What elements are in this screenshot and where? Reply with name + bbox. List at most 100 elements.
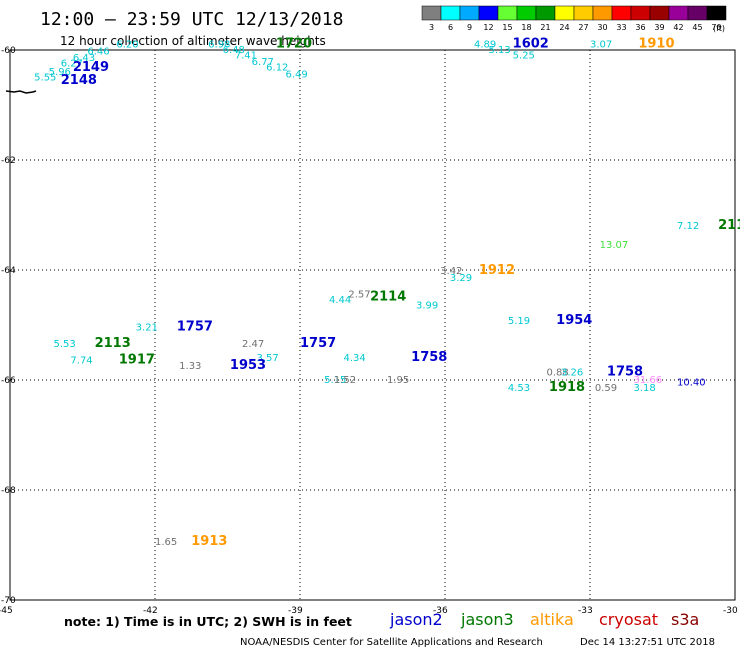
wave-height-value: 0.59 — [595, 383, 617, 394]
colorbar-label: 30 — [597, 23, 607, 32]
wave-height-value: 6.43 — [73, 53, 95, 64]
pass-time-label: 1953 — [230, 358, 266, 373]
wave-height-value: 6.27 — [61, 59, 83, 70]
wave-height-value: 1.95 — [387, 375, 409, 386]
colorbar-bin — [440, 5, 461, 21]
wave-height-value: 2.57 — [348, 290, 370, 301]
wave-height-value: 31.66 — [634, 375, 663, 386]
wave-height-value: 5.15 — [324, 375, 346, 386]
wave-height-value: 4.34 — [344, 353, 366, 364]
colorbar-label: 45 — [692, 23, 702, 32]
pass-time-label: 1757 — [300, 336, 336, 351]
pass-time-label: 1758 — [411, 350, 447, 365]
wave-height-value: 3.29 — [450, 273, 472, 284]
colorbar-label: 9 — [467, 23, 472, 32]
footer-note: note: 1) Time is in UTC; 2) SWH is in fe… — [64, 614, 352, 629]
colorbar-bin — [592, 5, 613, 21]
wave-height-value: 5.25 — [513, 50, 535, 61]
colorbar-label: 27 — [578, 23, 588, 32]
colorbar-label: 21 — [540, 23, 550, 32]
plot-frame — [9, 49, 736, 601]
colorbar-bin — [554, 5, 575, 21]
wave-height-value: 4.53 — [508, 383, 530, 394]
pass-time-label: 1913 — [191, 534, 227, 549]
wave-height-value: 3.07 — [590, 39, 612, 50]
map-title: 12:00 – 23:59 UTC 12/13/2018 — [40, 9, 343, 30]
colorbar-bin — [516, 5, 537, 21]
lon-tick-label: -30 — [723, 606, 738, 616]
lon-tick-label: -39 — [288, 606, 303, 616]
wave-height-value: 4.44 — [329, 295, 351, 306]
pass-time-label: 1910 — [638, 36, 674, 51]
footer-credit: NOAA/NESDIS Center for Satellite Applica… — [240, 637, 543, 648]
wave-height-value: 5.19 — [508, 316, 530, 327]
colorbar-bin — [497, 5, 518, 21]
colorbar-bin — [478, 5, 499, 21]
legend-altika: altika — [530, 610, 574, 629]
colorbar-label: 36 — [635, 23, 645, 32]
lat-tick-label: -70 — [1, 596, 16, 606]
pass-time-label: 2148 — [61, 73, 97, 88]
wave-height-value: 10.40 — [677, 378, 706, 389]
footer-timestamp: Dec 14 13:27:51 UTC 2018 — [580, 637, 715, 648]
wave-height-value: 6.12 — [266, 62, 288, 73]
colorbar-label: 33 — [616, 23, 626, 32]
lat-tick-label: -68 — [1, 486, 16, 496]
wave-height-value: 7.74 — [70, 356, 92, 367]
wave-height-value: 6.48 — [223, 45, 245, 56]
pass-time-label: 1918 — [549, 380, 585, 395]
pass-time-label: 2113 — [95, 336, 131, 351]
colorbar-label: 70 — [711, 23, 721, 32]
legend-jason3: jason3 — [460, 610, 514, 629]
colorbar-bin — [668, 5, 689, 21]
lat-tick-label: -66 — [1, 376, 16, 386]
pass-time-label: 1758 — [607, 365, 643, 380]
pass-time-label: 1917 — [119, 353, 155, 368]
wave-height-value: 1.33 — [179, 361, 201, 372]
wave-height-value: 3.18 — [634, 383, 656, 394]
colorbar-label: 39 — [654, 23, 664, 32]
lon-tick-label: -33 — [578, 606, 593, 616]
colorbar-bin — [687, 5, 708, 21]
lon-tick-label: -42 — [143, 606, 158, 616]
wave-height-value: 6.49 — [286, 70, 308, 81]
wave-height-values: 5.555.966.276.436.46 6.20 6.986.487.416.77… — [34, 39, 705, 548]
lon-tick-label: -45 — [0, 606, 13, 616]
wave-height-value: 6.46 — [87, 46, 109, 57]
wave-height-value: 2.47 — [242, 339, 264, 350]
colorbar-bin — [459, 5, 480, 21]
colorbar-bin — [611, 5, 632, 21]
colorbar-label: 42 — [673, 23, 683, 32]
colorbar-bin — [630, 5, 651, 21]
colorbar-label: 6 — [448, 23, 453, 32]
pass-time-label: 1912 — [479, 263, 515, 278]
coastline-fragment — [5, 90, 37, 94]
wave-height-colorbar: 3 6 9 12 15 18 21 24 27 30 33 36 39 42 45 70 — [421, 5, 727, 32]
wave-height-value: 3.42 — [440, 266, 462, 277]
wave-height-value: 5.53 — [54, 339, 76, 350]
wave-height-value: 3.57 — [257, 353, 279, 364]
wave-height-value: 6.77 — [252, 57, 274, 68]
wave-height-value: 0.88 — [547, 368, 569, 379]
wave-height-value: 7.12 — [677, 221, 699, 232]
colorbar-bin — [535, 5, 556, 21]
pass-time-label: 1602 — [513, 36, 549, 51]
wave-height-value: 13.07 — [600, 240, 629, 251]
wave-height-value: 5.13 — [489, 45, 511, 56]
map-subtitle: 12 hour collection of altimeter wave hei… — [60, 34, 326, 48]
colorbar-label: 18 — [521, 23, 531, 32]
wave-height-value: 6.98 — [208, 39, 230, 50]
wave-height-value: 3.21 — [136, 323, 158, 334]
legend-jason2: jason2 — [389, 610, 443, 629]
wave-height-value: 1.52 — [334, 375, 356, 386]
pass-time-label: 1954 — [556, 313, 592, 328]
wave-height-value: 3.26 — [561, 368, 583, 379]
pass-time-label: 2115 — [718, 218, 740, 233]
pass-time-label: 1720 — [276, 36, 312, 51]
colorbar-bin — [573, 5, 594, 21]
colorbar-label: 24 — [559, 23, 569, 32]
lat-tick-label: -64 — [1, 266, 16, 276]
wave-height-value: 3.99 — [416, 301, 438, 312]
